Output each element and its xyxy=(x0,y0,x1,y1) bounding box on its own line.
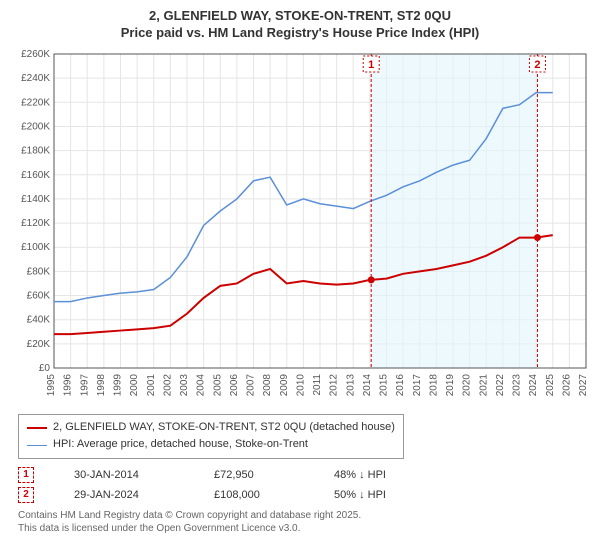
sale-price: £108,000 xyxy=(214,489,294,501)
svg-text:2007: 2007 xyxy=(246,373,257,396)
legend-swatch-hpi xyxy=(27,445,47,446)
svg-text:£180K: £180K xyxy=(21,145,50,156)
svg-text:£140K: £140K xyxy=(21,194,50,205)
chart-area: £0 £20K £40K £60K £80K £100K £120K £140K £160K £1… xyxy=(8,48,592,408)
svg-text:£200K: £200K xyxy=(21,121,50,132)
svg-text:2014: 2014 xyxy=(362,373,373,396)
svg-text:£240K: £240K xyxy=(21,73,50,84)
sale-price: £72,950 xyxy=(214,469,294,481)
sales-table: 1 30-JAN-2014 £72,950 48% ↓ HPI 2 29-JAN-2024… xyxy=(8,467,592,503)
svg-text:2008: 2008 xyxy=(262,373,273,396)
chart-svg: £0 £20K £40K £60K £80K £100K £120K £140K £160K £1… xyxy=(8,48,592,408)
sale-marker: 1 xyxy=(18,467,34,483)
svg-text:1998: 1998 xyxy=(96,373,107,396)
svg-text:2016: 2016 xyxy=(395,373,406,396)
svg-text:1997: 1997 xyxy=(79,373,90,396)
legend: 2, GLENFIELD WAY, STOKE-ON-TRENT, ST2 0Q… xyxy=(18,414,404,459)
svg-text:2001: 2001 xyxy=(146,373,157,396)
sale-diff: 48% ↓ HPI xyxy=(334,469,386,481)
svg-text:£0: £0 xyxy=(39,363,51,374)
legend-label-price: 2, GLENFIELD WAY, STOKE-ON-TRENT, ST2 0Q… xyxy=(53,419,395,437)
sale-row: 1 30-JAN-2014 £72,950 48% ↓ HPI xyxy=(18,467,592,483)
legend-row-hpi: HPI: Average price, detached house, Stok… xyxy=(27,436,395,454)
svg-text:£260K: £260K xyxy=(21,49,50,60)
chart-title: 2, GLENFIELD WAY, STOKE-ON-TRENT, ST2 0Q… xyxy=(8,8,592,42)
sale-row: 2 29-JAN-2024 £108,000 50% ↓ HPI xyxy=(18,487,592,503)
svg-text:£80K: £80K xyxy=(27,266,51,277)
svg-text:1995: 1995 xyxy=(46,373,57,396)
footer-line1: Contains HM Land Registry data © Crown c… xyxy=(18,510,361,521)
svg-text:2000: 2000 xyxy=(129,373,140,396)
svg-text:2026: 2026 xyxy=(561,373,572,396)
footer: Contains HM Land Registry data © Crown c… xyxy=(18,509,592,535)
svg-text:2019: 2019 xyxy=(445,373,456,396)
svg-text:2003: 2003 xyxy=(179,373,190,396)
svg-text:1: 1 xyxy=(368,59,374,71)
svg-text:2024: 2024 xyxy=(528,373,539,396)
footer-line2: This data is licensed under the Open Gov… xyxy=(18,523,300,534)
svg-text:2018: 2018 xyxy=(428,373,439,396)
legend-row-price: 2, GLENFIELD WAY, STOKE-ON-TRENT, ST2 0Q… xyxy=(27,419,395,437)
svg-text:2021: 2021 xyxy=(478,373,489,396)
svg-text:2027: 2027 xyxy=(578,373,589,396)
svg-text:2020: 2020 xyxy=(462,373,473,396)
svg-text:1999: 1999 xyxy=(113,373,124,396)
title-line2: Price paid vs. HM Land Registry's House … xyxy=(121,25,480,40)
svg-text:2017: 2017 xyxy=(412,373,423,396)
sale-date: 30-JAN-2014 xyxy=(74,469,174,481)
sale-date: 29-JAN-2024 xyxy=(74,489,174,501)
svg-text:£100K: £100K xyxy=(21,242,50,253)
svg-text:2011: 2011 xyxy=(312,373,323,395)
legend-swatch-price xyxy=(27,427,47,429)
sale-marker: 2 xyxy=(18,487,34,503)
svg-text:£60K: £60K xyxy=(27,290,51,301)
svg-text:2009: 2009 xyxy=(279,373,290,396)
svg-text:£120K: £120K xyxy=(21,218,50,229)
svg-text:2022: 2022 xyxy=(495,373,506,396)
title-line1: 2, GLENFIELD WAY, STOKE-ON-TRENT, ST2 0Q… xyxy=(149,8,451,23)
svg-text:2013: 2013 xyxy=(345,373,356,396)
svg-text:2002: 2002 xyxy=(162,373,173,396)
svg-text:1996: 1996 xyxy=(63,373,74,396)
svg-text:£20K: £20K xyxy=(27,339,51,350)
sale-diff: 50% ↓ HPI xyxy=(334,489,386,501)
svg-text:£40K: £40K xyxy=(27,314,51,325)
legend-label-hpi: HPI: Average price, detached house, Stok… xyxy=(53,436,308,454)
svg-text:2023: 2023 xyxy=(512,373,523,396)
svg-text:£160K: £160K xyxy=(21,170,50,181)
svg-text:2025: 2025 xyxy=(545,373,556,396)
svg-text:2006: 2006 xyxy=(229,373,240,396)
svg-text:2: 2 xyxy=(534,59,540,71)
svg-text:2004: 2004 xyxy=(196,373,207,396)
svg-text:2010: 2010 xyxy=(295,373,306,396)
svg-text:£220K: £220K xyxy=(21,97,50,108)
svg-text:2005: 2005 xyxy=(212,373,223,396)
svg-text:2015: 2015 xyxy=(379,373,390,396)
svg-text:2012: 2012 xyxy=(329,373,340,396)
